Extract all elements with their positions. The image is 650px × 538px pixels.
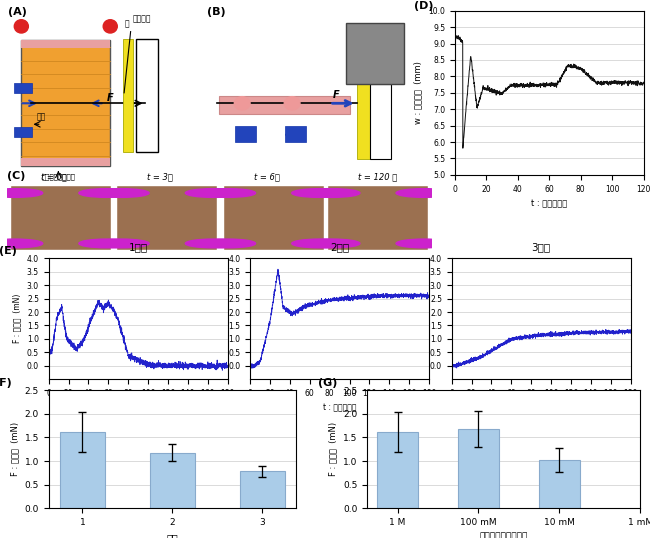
Title: 2回目: 2回目 <box>330 242 349 252</box>
Bar <box>124 39 133 152</box>
Bar <box>60 431 105 508</box>
Y-axis label: F : 収縮力  (mN): F : 収縮力 (mN) <box>329 422 337 476</box>
Circle shape <box>103 20 117 33</box>
Title: 3回目: 3回目 <box>532 242 551 252</box>
Text: 糸: 糸 <box>124 19 129 29</box>
Circle shape <box>284 97 300 110</box>
Circle shape <box>396 239 451 248</box>
Text: (G): (G) <box>318 378 337 388</box>
Text: (E): (E) <box>0 246 16 256</box>
Bar <box>235 126 255 141</box>
Bar <box>14 127 32 137</box>
Circle shape <box>304 189 360 197</box>
Bar <box>224 186 324 250</box>
Bar <box>328 186 428 250</box>
Circle shape <box>292 189 347 197</box>
Text: ミミズ筋肉シート: ミミズ筋肉シート <box>42 173 75 180</box>
Circle shape <box>79 189 134 197</box>
Bar <box>346 23 404 84</box>
Text: F: F <box>333 90 339 100</box>
Bar <box>539 460 580 508</box>
X-axis label: t : 時間（秒）: t : 時間（秒） <box>525 404 558 413</box>
Circle shape <box>200 239 255 248</box>
Text: t = 3秒: t = 3秒 <box>147 173 173 181</box>
Text: (A): (A) <box>8 7 27 17</box>
Circle shape <box>94 189 149 197</box>
Circle shape <box>94 239 149 248</box>
Bar <box>240 471 285 508</box>
Text: t = 6秒: t = 6秒 <box>254 173 280 181</box>
X-axis label: t : 時間（秒）: t : 時間（秒） <box>531 199 567 208</box>
Bar <box>357 84 371 159</box>
Bar <box>285 126 306 141</box>
Circle shape <box>185 189 240 197</box>
Circle shape <box>396 189 451 197</box>
X-axis label: アセチルコリン濃度: アセチルコリン濃度 <box>480 533 528 538</box>
Bar <box>21 40 111 48</box>
Text: t = 0秒: t = 0秒 <box>41 173 67 181</box>
Text: F: F <box>107 93 113 103</box>
Y-axis label: w : シート幅  (mm): w : シート幅 (mm) <box>414 61 423 124</box>
Y-axis label: F : 収縮力  (mN): F : 収縮力 (mN) <box>10 422 19 476</box>
Circle shape <box>79 239 134 248</box>
Bar <box>150 452 195 508</box>
Y-axis label: F : 収縮力  (mN): F : 収縮力 (mN) <box>12 294 21 343</box>
Bar <box>458 429 499 508</box>
Title: 1回目: 1回目 <box>129 242 148 252</box>
Circle shape <box>200 189 255 197</box>
Text: ひずみ計: ひずみ計 <box>133 14 151 23</box>
Text: ピン: ピン <box>36 112 46 121</box>
Text: (B): (B) <box>207 7 226 17</box>
Circle shape <box>234 97 250 110</box>
Circle shape <box>0 239 43 248</box>
X-axis label: t : 時間（秒）: t : 時間（秒） <box>122 404 155 413</box>
Text: (C): (C) <box>6 171 25 181</box>
Bar <box>11 186 111 250</box>
Circle shape <box>304 239 360 248</box>
X-axis label: 回数: 回数 <box>166 533 178 538</box>
Circle shape <box>14 20 29 33</box>
Circle shape <box>292 239 347 248</box>
Text: (D): (D) <box>413 1 433 11</box>
Bar <box>136 39 159 152</box>
Text: (F): (F) <box>0 378 12 388</box>
Bar <box>219 96 350 114</box>
Bar <box>378 431 418 508</box>
Bar <box>14 83 32 93</box>
Circle shape <box>0 189 43 197</box>
Bar <box>370 84 391 159</box>
Bar <box>21 40 111 166</box>
Circle shape <box>185 239 240 248</box>
Text: t = 120 秒: t = 120 秒 <box>358 173 397 181</box>
X-axis label: t : 時間（秒）: t : 時間（秒） <box>323 404 356 413</box>
Bar <box>117 186 217 250</box>
Bar <box>21 158 111 166</box>
